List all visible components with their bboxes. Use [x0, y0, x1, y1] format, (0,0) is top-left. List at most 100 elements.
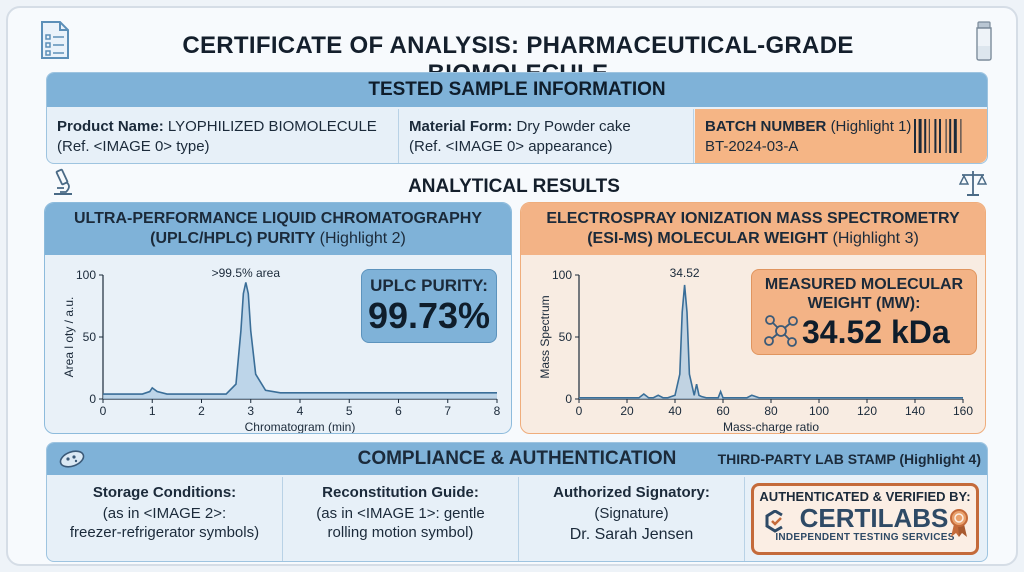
esims-mass-spectrum-chart: 0 20 40 60 80 100 120 140 160 0 50 100 34.52 Mass-cha…: [538, 266, 973, 433]
barcode-bar: [949, 119, 952, 153]
certilabs-logo-icon: [765, 510, 783, 533]
barcode-bar: [945, 119, 947, 153]
y-tick-label: 0: [565, 392, 572, 406]
y-tick-label: 50: [559, 330, 573, 344]
certificate-page: CERTIFICATE OF ANALYSIS: PHARMACEUTICAL-…: [6, 6, 1018, 566]
y-axis-label: Mass Spectrum: [538, 295, 552, 378]
x-tick-label: 8: [494, 404, 501, 418]
balance-scale-icon: [958, 171, 988, 196]
peak-annotation: 34.52: [670, 266, 700, 280]
y-tick-label: 100: [76, 268, 96, 282]
uplc-card: ULTRA-PERFORMANCE LIQUID CHROMATOGRAPHY …: [44, 202, 512, 434]
reconstitution-line2: rolling motion symbol): [327, 524, 474, 541]
stamp-subtitle: INDEPENDENT TESTING SERVICES: [775, 532, 955, 543]
storage-line2: freezer-refrigerator symbols): [69, 524, 260, 541]
y-tick-label: 0: [89, 392, 96, 406]
signatory-name: Dr. Sarah Jensen: [569, 526, 694, 543]
sample-info-panel: TESTED SAMPLE INFORMATION Product Name: …: [46, 72, 988, 164]
material-form-value: Dry Powder cake: [516, 118, 631, 135]
uplc-purity-label: UPLC PURITY:: [370, 276, 488, 295]
uplc-title-line1: ULTRA-PERFORMANCE LIQUID CHROMATOGRAPHY: [74, 210, 482, 227]
compliance-heading: COMPLIANCE & AUTHENTICATION: [47, 443, 987, 475]
mw-value: 34.52 kDa: [802, 314, 950, 350]
compliance-panel: COMPLIANCE & AUTHENTICATION THIRD-PARTY …: [46, 442, 988, 562]
y-tick-label: 100: [552, 268, 572, 282]
x-tick-label: 1: [149, 404, 156, 418]
bacteria-icon: [59, 450, 85, 468]
product-name-cell: Product Name: LYOPHILIZED BIOMOLECULE (R…: [47, 109, 399, 163]
x-tick-label: 20: [620, 404, 634, 418]
reconstitution-line1: (as in <IMAGE 1>: gentle: [316, 505, 485, 522]
esims-card: ELECTROSPRAY IONIZATION MASS SPECTROMETR…: [520, 202, 986, 434]
x-axis-label: Mass-charge ratio: [723, 420, 819, 433]
storage-line1: (as in <IMAGE 2>:: [102, 505, 227, 522]
barcode-bar: [914, 119, 916, 153]
esims-highlight: (Highlight 3): [832, 230, 919, 247]
x-tick-label: 140: [905, 404, 925, 418]
uplc-chromatogram-chart: 0 1 2 3 4 5 6 7 8 0 50 100 >99.5% area Chromatogram (…: [62, 266, 501, 433]
signatory-cell: Authorized Signatory: (Signature) Dr. Sa…: [519, 477, 745, 561]
y-tick-label: 50: [83, 330, 97, 344]
signature: (Signature): [594, 505, 669, 522]
x-tick-label: 7: [444, 404, 451, 418]
uplc-card-title: ULTRA-PERFORMANCE LIQUID CHROMATOGRAPHY …: [45, 203, 511, 255]
esims-card-title: ELECTROSPRAY IONIZATION MASS SPECTROMETR…: [521, 203, 985, 255]
barcode-bar: [939, 119, 941, 153]
series-line: [103, 282, 497, 395]
x-tick-label: 6: [395, 404, 402, 418]
x-tick-label: 120: [857, 404, 877, 418]
uplc-title-line2: (UPLC/HPLC) PURITY: [150, 230, 316, 247]
vial-icon: [976, 21, 992, 61]
product-name-label: Product Name:: [57, 118, 164, 135]
reconstitution-cell: Reconstitution Guide: (as in <IMAGE 1>: …: [283, 477, 519, 561]
barcode-bar: [960, 119, 962, 153]
stamp-brand: CERTILABS: [799, 503, 949, 533]
reconstitution-label: Reconstitution Guide:: [322, 484, 479, 501]
x-tick-label: 3: [247, 404, 254, 418]
uplc-purity-value: 99.73%: [367, 295, 491, 336]
barcode-icon: [914, 119, 962, 153]
x-tick-label: 60: [716, 404, 730, 418]
batch-label: BATCH NUMBER: [705, 118, 827, 135]
stamp-highlight: (Highlight 4): [899, 451, 981, 467]
document-checklist-icon: [41, 21, 69, 59]
mw-label-line2: WEIGHT (MW):: [807, 295, 921, 312]
y-axis-label: Area l oty / a.u.: [62, 297, 76, 378]
material-form-ref: (Ref. <IMAGE 0> appearance): [409, 138, 613, 155]
batch-number-cell: BATCH NUMBER (Highlight 1) BT-2024-03-A: [695, 109, 987, 163]
lab-stamp: AUTHENTICATED & VERIFIED BY: CERTILABS I…: [751, 483, 979, 555]
x-tick-label: 4: [297, 404, 304, 418]
storage-label: Storage Conditions:: [92, 484, 237, 501]
molecular-weight-result: MEASURED MOLECULAR WEIGHT (MW): 34.52 kD…: [751, 269, 977, 355]
analytical-results-heading: ANALYTICAL RESULTS: [408, 176, 620, 197]
stamp-label-text: THIRD-PARTY LAB STAMP: [717, 451, 896, 467]
signatory-label: Authorized Signatory:: [553, 484, 710, 501]
peak-annotation: >99.5% area: [212, 266, 281, 280]
barcode-bar: [928, 119, 930, 153]
batch-highlight: (Highlight 1): [830, 118, 912, 135]
stamp-top-text: AUTHENTICATED & VERIFIED BY:: [759, 489, 971, 504]
esims-title-line2: (ESI-MS) MOLECULAR WEIGHT: [587, 230, 829, 247]
x-tick-label: 2: [198, 404, 205, 418]
mw-label-line1: MEASURED MOLECULAR: [764, 276, 964, 293]
product-name-value: LYOPHILIZED BIOMOLECULE: [167, 118, 377, 135]
esims-title-line1: ELECTROSPRAY IONIZATION MASS SPECTROMETR…: [546, 210, 960, 227]
seal-ribbon-icon: [950, 509, 968, 537]
barcode-bar: [918, 119, 922, 153]
x-tick-label: 5: [346, 404, 353, 418]
header: CERTIFICATE OF ANALYSIS: PHARMACEUTICAL-…: [8, 8, 1020, 87]
barcode-bar: [953, 119, 957, 153]
x-tick-label: 100: [809, 404, 829, 418]
material-form-cell: Material Form: Dry Powder cake (Ref. <IM…: [399, 109, 694, 163]
storage-conditions-cell: Storage Conditions: (as in <IMAGE 2>: fr…: [47, 477, 283, 561]
mw-label: MEASURED MOLECULAR WEIGHT (MW):: [752, 275, 976, 313]
uplc-highlight: (Highlight 2): [319, 230, 406, 247]
x-tick-label: 0: [576, 404, 583, 418]
uplc-purity-result: UPLC PURITY: 99.73%: [361, 269, 497, 343]
microscope-icon: [54, 168, 72, 195]
x-tick-label: 0: [100, 404, 107, 418]
barcode-bar: [924, 119, 927, 153]
barcode-bar: [934, 119, 937, 153]
molecule-icon: [764, 315, 798, 347]
x-tick-label: 80: [764, 404, 778, 418]
